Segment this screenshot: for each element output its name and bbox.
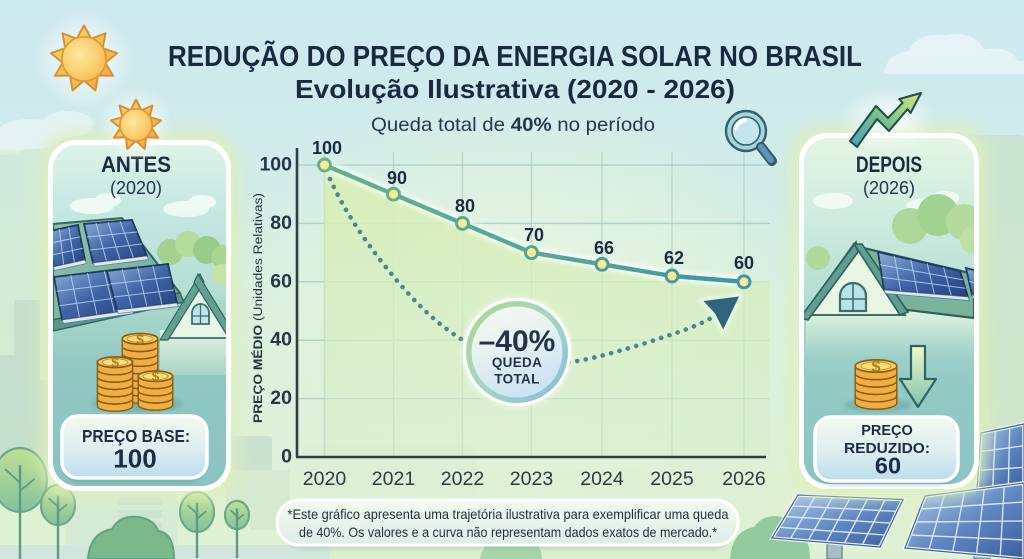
- svg-text:(2026): (2026): [863, 178, 915, 198]
- svg-text:100: 100: [113, 444, 156, 474]
- svg-text:$: $: [871, 358, 880, 376]
- svg-text:2025: 2025: [650, 468, 694, 490]
- svg-text:TOTAL: TOTAL: [494, 372, 539, 387]
- svg-text:2021: 2021: [372, 468, 415, 490]
- svg-text:$: $: [136, 331, 144, 347]
- svg-text:$: $: [152, 369, 160, 384]
- svg-text:70: 70: [524, 225, 544, 245]
- svg-text:20: 20: [270, 387, 292, 409]
- svg-text:2024: 2024: [580, 468, 624, 490]
- svg-text:60: 60: [734, 253, 754, 273]
- svg-text:60: 60: [875, 453, 901, 479]
- svg-text:0: 0: [281, 446, 292, 468]
- svg-text:Queda total de 40% no período: Queda total de 40% no período: [371, 114, 655, 136]
- svg-text:–40%: –40%: [479, 325, 556, 358]
- svg-text:100: 100: [259, 154, 292, 176]
- svg-text:90: 90: [387, 168, 407, 188]
- svg-text:PREÇO: PREÇO: [861, 423, 913, 439]
- svg-text:2023: 2023: [510, 468, 553, 490]
- svg-text:QUEDA: QUEDA: [492, 355, 542, 370]
- svg-text:80: 80: [270, 212, 292, 234]
- svg-text:62: 62: [664, 248, 684, 268]
- svg-text:2026: 2026: [722, 468, 765, 490]
- svg-text:$: $: [111, 355, 119, 370]
- svg-text:Evolução Ilustrativa (2020 - 2: Evolução Ilustrativa (2020 - 2026): [295, 74, 735, 104]
- svg-text:100: 100: [312, 138, 342, 158]
- svg-text:*Este gráfico apresenta uma tr: *Este gráfico apresenta uma trajetória i…: [288, 507, 729, 522]
- svg-text:(2020): (2020): [110, 178, 162, 198]
- svg-text:REDUZIDO:: REDUZIDO:: [844, 441, 930, 457]
- svg-text:REDUÇÃO DO PREÇO DA ENERGIA SO: REDUÇÃO DO PREÇO DA ENERGIA SOLAR NO BRA…: [168, 39, 862, 73]
- svg-text:PREÇO BASE:: PREÇO BASE:: [82, 426, 190, 446]
- svg-text:PREÇO MÉDIO (Unidades Relativa: PREÇO MÉDIO (Unidades Relativas): [250, 193, 265, 423]
- svg-text:DEPOIS: DEPOIS: [856, 152, 922, 177]
- svg-text:60: 60: [270, 270, 292, 292]
- svg-text:66: 66: [594, 238, 614, 258]
- svg-text:2020: 2020: [303, 468, 347, 490]
- svg-text:de 40%. Os valores e a curva n: de 40%. Os valores e a curva não represe…: [299, 525, 718, 540]
- svg-text:2022: 2022: [441, 468, 484, 490]
- svg-text:80: 80: [455, 196, 475, 216]
- svg-text:40: 40: [270, 329, 292, 351]
